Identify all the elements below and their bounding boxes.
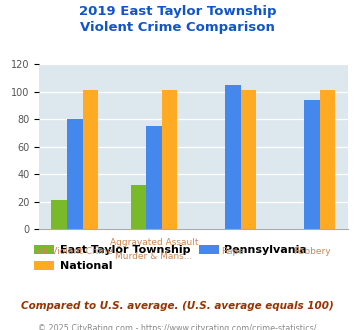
- Text: 2019 East Taylor Township
Violent Crime Comparison: 2019 East Taylor Township Violent Crime …: [79, 5, 276, 34]
- Bar: [162, 90, 178, 229]
- Bar: [131, 185, 146, 229]
- Bar: [241, 90, 256, 229]
- Text: Aggravated Assault: Aggravated Assault: [110, 238, 198, 247]
- Bar: [225, 85, 241, 229]
- Bar: [304, 100, 320, 229]
- Bar: [51, 201, 67, 229]
- Bar: [320, 90, 335, 229]
- Text: © 2025 CityRating.com - https://www.cityrating.com/crime-statistics/: © 2025 CityRating.com - https://www.city…: [38, 324, 317, 330]
- Text: Compared to U.S. average. (U.S. average equals 100): Compared to U.S. average. (U.S. average …: [21, 301, 334, 311]
- Text: Rape: Rape: [222, 248, 244, 256]
- Bar: [83, 90, 98, 229]
- Text: Murder & Mans...: Murder & Mans...: [115, 252, 193, 261]
- Legend: East Taylor Township, National, Pennsylvania: East Taylor Township, National, Pennsylv…: [34, 245, 307, 271]
- Bar: [67, 119, 83, 229]
- Text: Robbery: Robbery: [293, 248, 331, 256]
- Bar: [146, 126, 162, 229]
- Text: All Violent Crime: All Violent Crime: [37, 248, 113, 256]
